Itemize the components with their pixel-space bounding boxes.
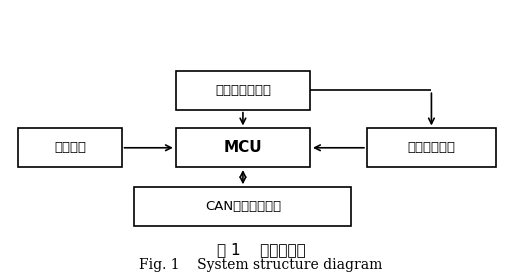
Bar <box>135 187 351 226</box>
Bar <box>367 128 496 167</box>
Text: 图 1    系统结构图: 图 1 系统结构图 <box>217 243 305 258</box>
Text: MCU: MCU <box>223 140 262 155</box>
Text: Fig. 1    System structure diagram: Fig. 1 System structure diagram <box>139 258 383 272</box>
Text: 供电模块: 供电模块 <box>54 141 86 154</box>
Text: CAN总线通信模块: CAN总线通信模块 <box>205 200 281 213</box>
Bar <box>176 128 310 167</box>
Bar <box>18 128 122 167</box>
Text: 电阻采样模块: 电阻采样模块 <box>408 141 455 154</box>
Bar <box>176 71 310 110</box>
Text: 开关与电阻阵列: 开关与电阻阵列 <box>215 84 271 97</box>
